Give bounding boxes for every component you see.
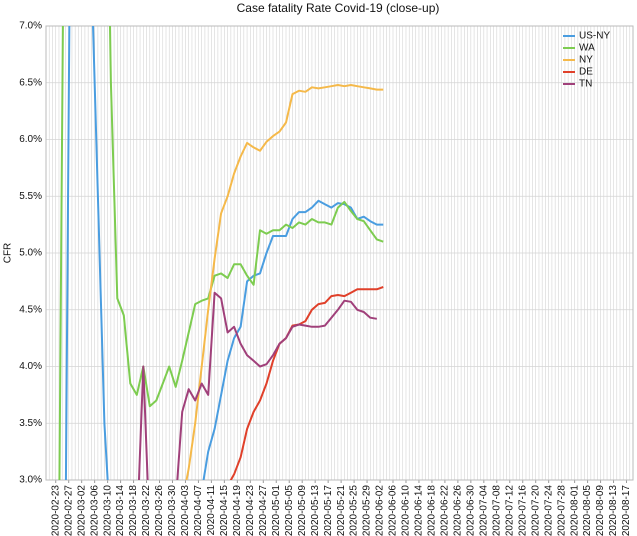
x-tick-label: 2020-07-28 <box>556 485 567 536</box>
x-tick-label: 2020-05-17 <box>323 485 334 536</box>
chart-title: Case fatality Rate Covid-19 (close-up) <box>237 1 440 15</box>
y-tick-label: 3.5% <box>19 418 42 429</box>
x-tick-label: 2020-06-18 <box>427 485 438 536</box>
x-tick-label: 2020-05-05 <box>284 485 295 536</box>
x-tick-label: 2020-05-25 <box>349 485 360 536</box>
x-tick-label: 2020-05-13 <box>310 485 321 536</box>
x-tick-label: 2020-08-17 <box>621 485 632 536</box>
data-line <box>185 84 384 480</box>
x-tick-label: 2020-06-22 <box>440 485 451 536</box>
x-tick-label: 2020-07-20 <box>530 485 541 536</box>
x-tick-label: 2020-03-10 <box>102 485 113 536</box>
x-tick-label: 2020-04-11 <box>206 485 217 536</box>
legend-label: US-NY <box>579 31 610 42</box>
x-tick-label: 2020-03-26 <box>154 485 165 536</box>
x-tick-label: 2020-07-08 <box>491 485 502 536</box>
legend-label: TN <box>579 79 592 90</box>
x-tick-label: 2020-06-30 <box>465 485 476 536</box>
legend-label: DE <box>579 67 593 78</box>
x-tick-label: 2020-03-22 <box>141 485 152 536</box>
x-tick-label: 2020-07-04 <box>478 485 489 536</box>
x-tick-label: 2020-05-21 <box>336 485 347 536</box>
data-line <box>64 26 384 480</box>
x-tick-label: 2020-08-09 <box>595 485 606 536</box>
data-line <box>58 26 384 480</box>
y-tick-label: 6.5% <box>19 77 42 88</box>
y-tick-label: 4.0% <box>19 361 42 372</box>
x-tick-label: 2020-03-06 <box>89 485 100 536</box>
y-tick-label: 5.5% <box>19 191 42 202</box>
y-tick-label: 4.5% <box>19 304 42 315</box>
y-tick-label: 7.0% <box>19 21 42 32</box>
x-tick-label: 2020-05-29 <box>362 485 373 536</box>
x-tick-label: 2020-08-13 <box>608 485 619 536</box>
x-tick-label: 2020-03-18 <box>128 485 139 536</box>
x-tick-label: 2020-06-14 <box>414 485 425 536</box>
legend-label: NY <box>579 55 593 66</box>
x-tick-label: 2020-04-15 <box>219 485 230 536</box>
y-tick-label: 5.0% <box>19 248 42 259</box>
x-tick-label: 2020-04-23 <box>245 485 256 536</box>
plot-area <box>58 26 384 480</box>
x-tick-label: 2020-02-23 <box>50 485 61 536</box>
data-line <box>137 291 377 480</box>
x-tick-label: 2020-07-24 <box>543 485 554 536</box>
y-tick-label: 6.0% <box>19 134 42 145</box>
x-tick-label: 2020-03-14 <box>115 485 126 536</box>
x-tick-label: 2020-06-10 <box>401 485 412 536</box>
x-tick-label: 2020-02-27 <box>63 485 74 536</box>
x-tick-label: 2020-06-26 <box>453 485 464 536</box>
x-tick-label: 2020-03-02 <box>76 485 87 536</box>
y-axis-label: CFR <box>3 243 14 264</box>
data-line <box>229 286 384 480</box>
x-tick-label: 2020-04-07 <box>193 485 204 536</box>
x-tick-label: 2020-06-06 <box>388 485 399 536</box>
legend-label: WA <box>579 43 595 54</box>
x-tick-label: 2020-04-27 <box>258 485 269 536</box>
x-tick-label: 2020-08-05 <box>582 485 593 536</box>
x-tick-label: 2020-07-16 <box>517 485 528 536</box>
y-tick-label: 3.0% <box>19 475 42 486</box>
x-tick-label: 2020-07-12 <box>504 485 515 536</box>
x-tick-label: 2020-03-30 <box>167 485 178 536</box>
x-tick-label: 2020-04-19 <box>232 485 243 536</box>
x-tick-label: 2020-06-02 <box>375 485 386 536</box>
plot-frame <box>45 25 634 481</box>
x-tick-label: 2020-05-01 <box>271 485 282 536</box>
x-tick-label: 2020-05-09 <box>297 485 308 536</box>
x-tick-label: 2020-08-01 <box>569 485 580 536</box>
x-tick-label: 2020-04-03 <box>180 485 191 536</box>
